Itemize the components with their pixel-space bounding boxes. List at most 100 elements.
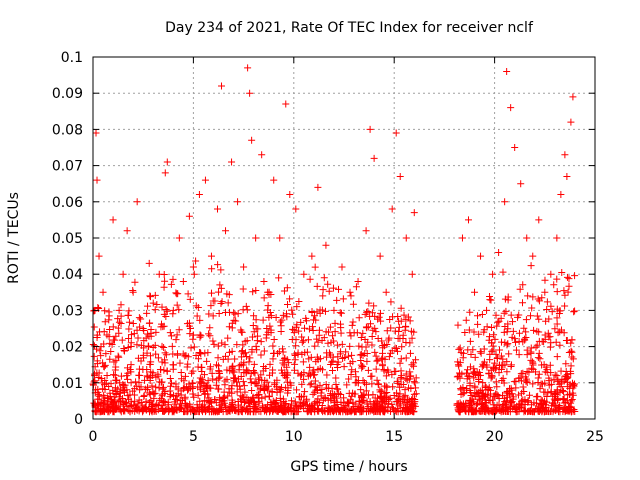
data-point [300,337,308,345]
data-point [536,355,544,363]
data-point [189,331,197,339]
data-point [400,393,408,401]
data-point [197,379,205,387]
data-point [141,404,149,412]
data-point [293,402,301,410]
data-point [395,327,403,335]
data-point [321,307,329,315]
data-point [204,377,212,385]
data-point [286,191,294,199]
data-point [571,307,579,315]
data-point [270,176,278,184]
data-point [488,339,496,347]
data-point [139,351,147,359]
data-point [205,310,213,318]
data-point [162,312,170,320]
data-point [394,379,402,387]
data-point [454,361,462,369]
data-point [552,338,560,346]
data-point [235,366,243,374]
data-point [528,364,536,372]
data-point [101,307,109,315]
data-point [362,227,370,235]
data-point [101,407,109,415]
data-point [532,393,540,401]
data-point [207,363,215,371]
data-point [532,343,540,351]
data-point [177,368,185,376]
data-point [545,333,553,341]
data-point [464,372,472,380]
data-point [213,376,221,384]
data-point [183,363,191,371]
data-point [405,384,413,392]
data-point [515,311,523,319]
data-point [145,259,153,267]
data-point [543,306,551,314]
y-tick-label: 0 [74,412,83,428]
data-point [466,382,474,390]
data-point [568,348,576,356]
data-point [460,389,468,397]
data-point [249,321,257,329]
data-point [147,358,155,366]
data-point [410,359,418,367]
data-point [340,394,348,402]
data-point [195,191,203,199]
data-point [541,276,549,284]
data-point [154,401,162,409]
data-point [541,331,549,339]
data-point [192,302,200,310]
data-point [155,270,163,278]
data-point [175,326,183,334]
data-point [319,286,327,294]
data-point [228,363,236,371]
data-point [230,368,238,376]
data-point [286,295,294,303]
data-point [408,270,416,278]
data-point [114,315,122,323]
data-point [483,306,491,314]
data-point [520,388,528,396]
data-point [516,400,524,408]
data-point [142,334,150,342]
data-point [571,272,579,280]
data-point [225,388,233,396]
data-point [109,336,117,344]
data-point [365,299,373,307]
data-point [121,398,129,406]
data-point [348,366,356,374]
data-point [364,338,372,346]
data-point [303,348,311,356]
data-point [264,288,272,296]
data-point [343,381,351,389]
data-point [292,342,300,350]
data-point [166,329,174,337]
data-point [206,324,214,332]
data-point [492,378,500,386]
data-point [176,359,184,367]
data-point [188,380,196,388]
data-point [570,308,578,316]
data-point [163,307,171,315]
data-point [310,399,318,407]
data-point [176,396,184,404]
data-point [147,326,155,334]
data-point [556,341,564,349]
data-point [390,392,398,400]
data-point [146,352,154,360]
data-point [234,198,242,206]
data-point [309,368,317,376]
data-point [351,379,359,387]
data-point [250,328,258,336]
data-point [224,408,232,416]
data-point [388,347,396,355]
data-point [337,391,345,399]
data-point [152,383,160,391]
data-point [522,407,530,415]
data-point [120,381,128,389]
data-point [507,104,515,112]
data-point [247,379,255,387]
data-point [567,362,575,370]
